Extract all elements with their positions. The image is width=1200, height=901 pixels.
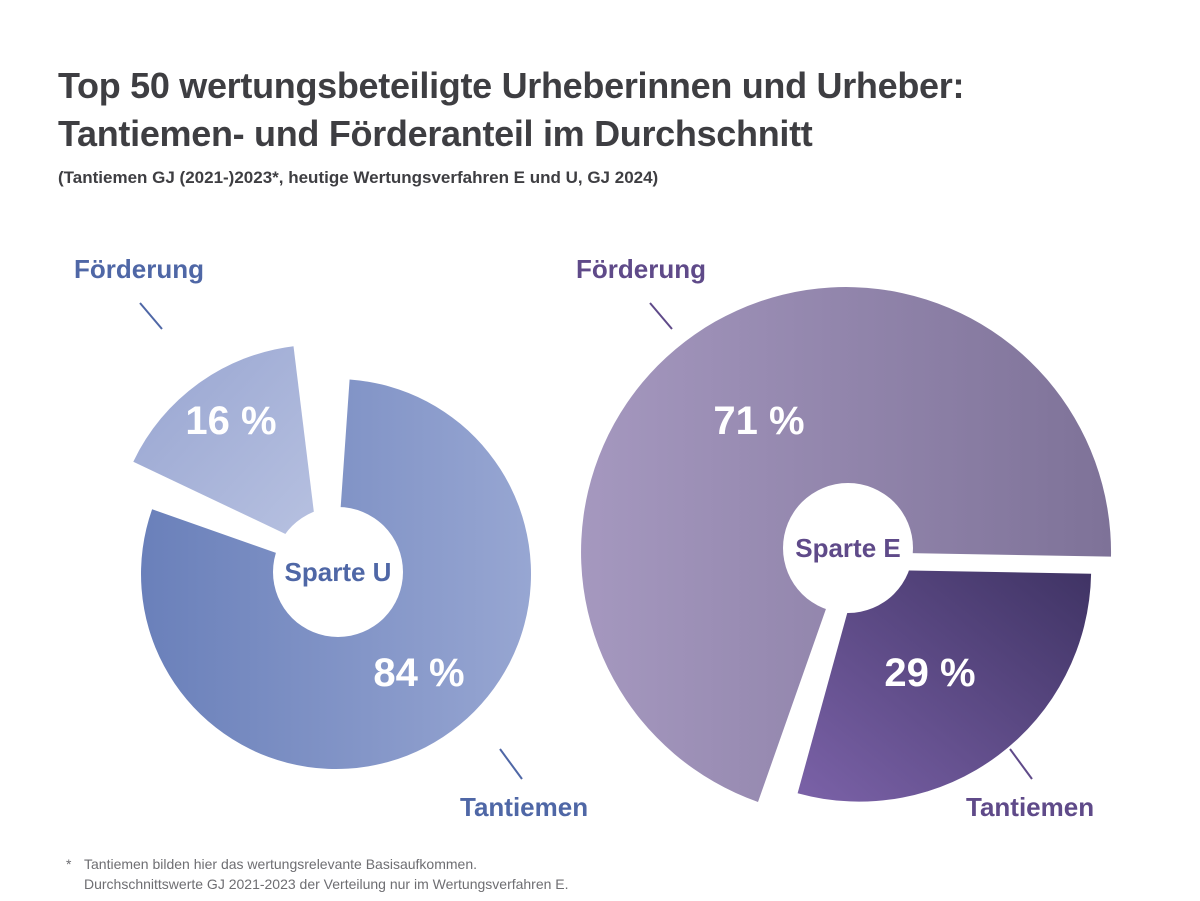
chart-title: Top 50 wertungsbeteiligte Urheberinnen u… [58,62,964,158]
pie-center-hole-sparte-u [273,507,403,637]
footnote-marker: * [66,856,72,872]
legend-label-sparte-e-foerderung: Förderung [576,254,706,284]
pie-slice-sparte-u-foerderung [133,346,319,550]
pie-chart-sparte-e: Sparte E 71 % 29 % Förderung Tantiemen [576,254,1112,822]
pie-chart-sparte-u: Sparte U 16 % 84 % Förderung Tantiemen [74,254,588,822]
leader-line-sparte-e-tantiemen [1009,748,1033,780]
data-label-sparte-e-foerderung-value: 71 % [713,399,804,443]
footnote-line-2: Durchschnittswerte GJ 2021-2023 der Vert… [84,876,569,892]
pie-center-hole-sparte-e [783,483,913,613]
chart-subtitle: (Tantiemen GJ (2021-)2023*, heutige Wert… [58,168,659,187]
leader-line-sparte-u-tantiemen [499,748,523,780]
data-label-sparte-u-tantiemen-value: 84 % [373,651,464,695]
legend-label-sparte-e-tantiemen: Tantiemen [966,792,1094,822]
leader-line-sparte-u-foerderung [139,302,163,330]
legend-label-sparte-u-tantiemen: Tantiemen [460,792,588,822]
leader-line-sparte-e-foerderung [649,302,673,330]
pie-slice-sparte-e-tantiemen [797,569,1092,802]
data-label-sparte-e-tantiemen-value: 29 % [884,651,975,695]
pie-center-label-sparte-e: Sparte E [795,533,901,563]
pie-center-label-sparte-u: Sparte U [285,557,392,587]
data-label-sparte-u-foerderung-value: 16 % [185,399,276,443]
chart-title-line-2: Tantiemen- und Förderanteil im Durchschn… [58,113,813,154]
legend-label-sparte-u-foerderung: Förderung [74,254,204,284]
footnote-line-1: Tantiemen bilden hier das wertungsreleva… [84,856,477,872]
chart-title-line-1: Top 50 wertungsbeteiligte Urheberinnen u… [58,65,965,106]
